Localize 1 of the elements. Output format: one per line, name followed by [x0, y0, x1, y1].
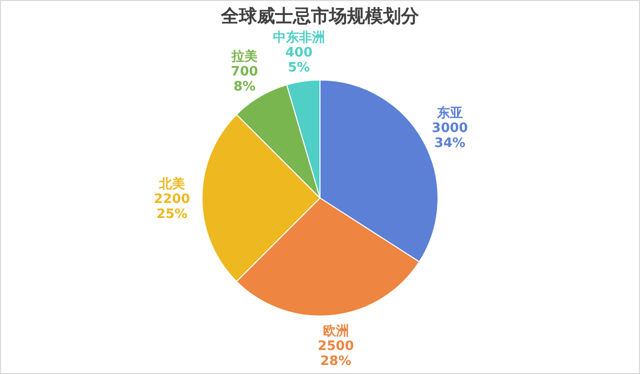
title: 全球威士忌市场规模划分 [221, 6, 419, 27]
